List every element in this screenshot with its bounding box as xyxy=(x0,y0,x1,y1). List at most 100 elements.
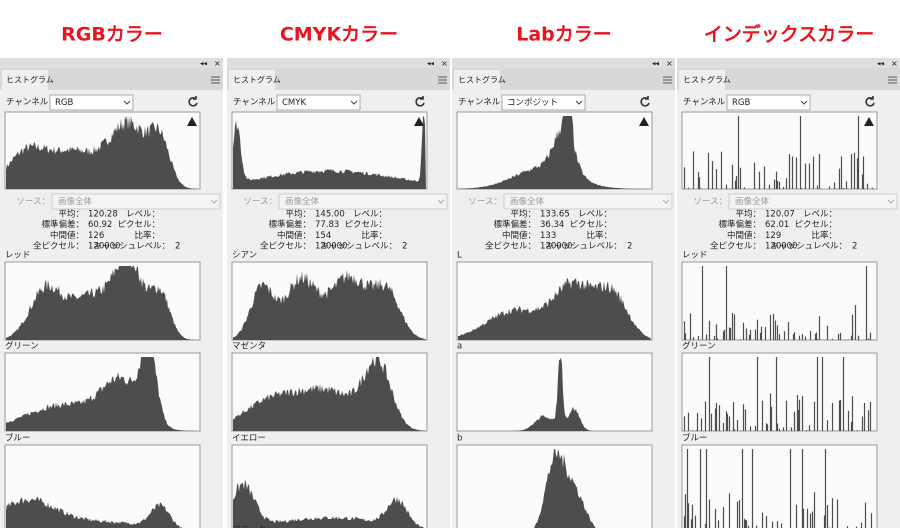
stat-label: 中間値： xyxy=(502,230,536,241)
cache-value: 2 xyxy=(402,242,407,252)
refresh-icon[interactable] xyxy=(188,96,198,107)
collapse-button[interactable]: ◂◂ xyxy=(200,60,208,68)
stat-label: ピクセル： xyxy=(117,220,160,230)
dropdown-arrow xyxy=(350,100,358,105)
source-dropdown xyxy=(503,193,673,210)
refresh-icon[interactable] xyxy=(640,96,650,107)
close-button[interactable]: × xyxy=(891,59,898,68)
tab-bar xyxy=(227,68,450,90)
channel-label: チャンネル： xyxy=(683,98,734,108)
stat-label: レベル： xyxy=(126,210,160,220)
histogram xyxy=(6,497,198,532)
title-strip xyxy=(677,58,900,68)
stat-value: 120000 xyxy=(540,242,572,252)
dropdown-arrow xyxy=(437,199,445,204)
tab-bar xyxy=(452,68,675,90)
channel-dropdown[interactable] xyxy=(726,94,811,111)
stat-label: 中間値： xyxy=(50,230,84,241)
collapse-button[interactable]: ◂◂ xyxy=(427,60,435,68)
histogram xyxy=(6,357,199,431)
channel-name: a xyxy=(457,342,462,352)
source-value: 画像全体 xyxy=(58,196,93,207)
channel-label: チャンネル： xyxy=(6,98,57,108)
channel-dropdown[interactable] xyxy=(501,94,586,111)
stat-value: 120000 xyxy=(765,242,797,252)
close-button[interactable]: × xyxy=(214,59,221,68)
channel-name: マゼンタ xyxy=(232,341,266,352)
channel-dropdown[interactable] xyxy=(49,94,134,111)
close-button[interactable]: × xyxy=(441,59,448,68)
stat-label: 標準偏差： xyxy=(268,219,311,230)
source-label: ソース： xyxy=(693,197,727,207)
stat-label: 標準偏差： xyxy=(493,219,536,230)
dropdown-arrow xyxy=(210,199,218,204)
refresh-icon[interactable] xyxy=(865,96,875,107)
channel-label: チャンネル： xyxy=(233,98,284,108)
stat-value: 120000 xyxy=(88,242,120,252)
cache-value: 2 xyxy=(175,242,180,252)
panel-menu[interactable] xyxy=(888,76,897,84)
channel-value: CMYK xyxy=(282,98,306,108)
panel-heading: CMYKカラー xyxy=(280,24,398,46)
stat-value: 77.83 xyxy=(315,220,339,230)
histogram-box xyxy=(456,352,653,432)
tab[interactable] xyxy=(454,70,500,90)
channel-name: L xyxy=(457,251,462,261)
stat-label: 標準偏差： xyxy=(718,219,761,230)
collapse-button[interactable]: ◂◂ xyxy=(877,60,885,68)
panel-menu[interactable] xyxy=(211,76,220,84)
stat-value: 133 xyxy=(540,231,556,241)
channel-value: RGB xyxy=(55,98,73,108)
panel-menu[interactable] xyxy=(438,76,447,84)
stat-label: 中間値： xyxy=(277,230,311,241)
stat-value: 129 xyxy=(765,231,781,241)
histogram-box xyxy=(681,111,878,190)
tab-label: ヒストグラム xyxy=(683,75,731,85)
title-strip xyxy=(452,58,675,68)
source-label: ソース： xyxy=(16,197,50,207)
stat-label: 平均： xyxy=(285,209,311,220)
refresh-icon[interactable] xyxy=(415,96,425,107)
warning-icon xyxy=(864,117,874,126)
stat-label: レベル： xyxy=(803,210,837,220)
cache-value: 2 xyxy=(627,242,632,252)
dropdown-arrow xyxy=(800,100,808,105)
stat-value: 145.00 xyxy=(315,210,345,220)
tab[interactable] xyxy=(2,70,48,90)
tab-bar xyxy=(0,68,223,90)
tab[interactable] xyxy=(679,70,725,90)
warning-icon xyxy=(414,117,424,126)
histogram xyxy=(6,266,199,340)
source-value: 画像全体 xyxy=(510,196,545,207)
cache-label: キャッシュレベル： xyxy=(94,242,170,252)
panel-menu[interactable] xyxy=(663,76,672,84)
channel-dropdown[interactable] xyxy=(276,94,361,111)
dropdown-arrow xyxy=(662,199,670,204)
source-dropdown xyxy=(278,193,448,210)
panel-heading: RGBカラー xyxy=(61,24,163,46)
close-button[interactable]: × xyxy=(666,59,673,68)
stat-value: 154 xyxy=(315,231,331,241)
histogram xyxy=(233,269,426,340)
channel-name: イエロー xyxy=(232,434,266,444)
dropdown-arrow xyxy=(575,100,583,105)
histogram-box xyxy=(681,444,878,532)
cache-label: キャッシュレベル： xyxy=(771,242,847,252)
stat-value: 120000 xyxy=(315,242,347,252)
histogram-box xyxy=(681,352,878,432)
stat-label: 全ピクセル： xyxy=(485,241,536,252)
cache-value: 2 xyxy=(852,242,857,252)
source-value: 画像全体 xyxy=(735,196,770,207)
collapse-button[interactable]: ◂◂ xyxy=(652,60,660,68)
stat-label: ピクセル： xyxy=(569,220,612,230)
tab[interactable] xyxy=(229,70,275,90)
channel-label: チャンネル： xyxy=(458,98,509,108)
stat-label: ピクセル： xyxy=(794,220,837,230)
channel-name: グリーン xyxy=(5,341,39,352)
stat-value: 36.34 xyxy=(540,220,564,230)
